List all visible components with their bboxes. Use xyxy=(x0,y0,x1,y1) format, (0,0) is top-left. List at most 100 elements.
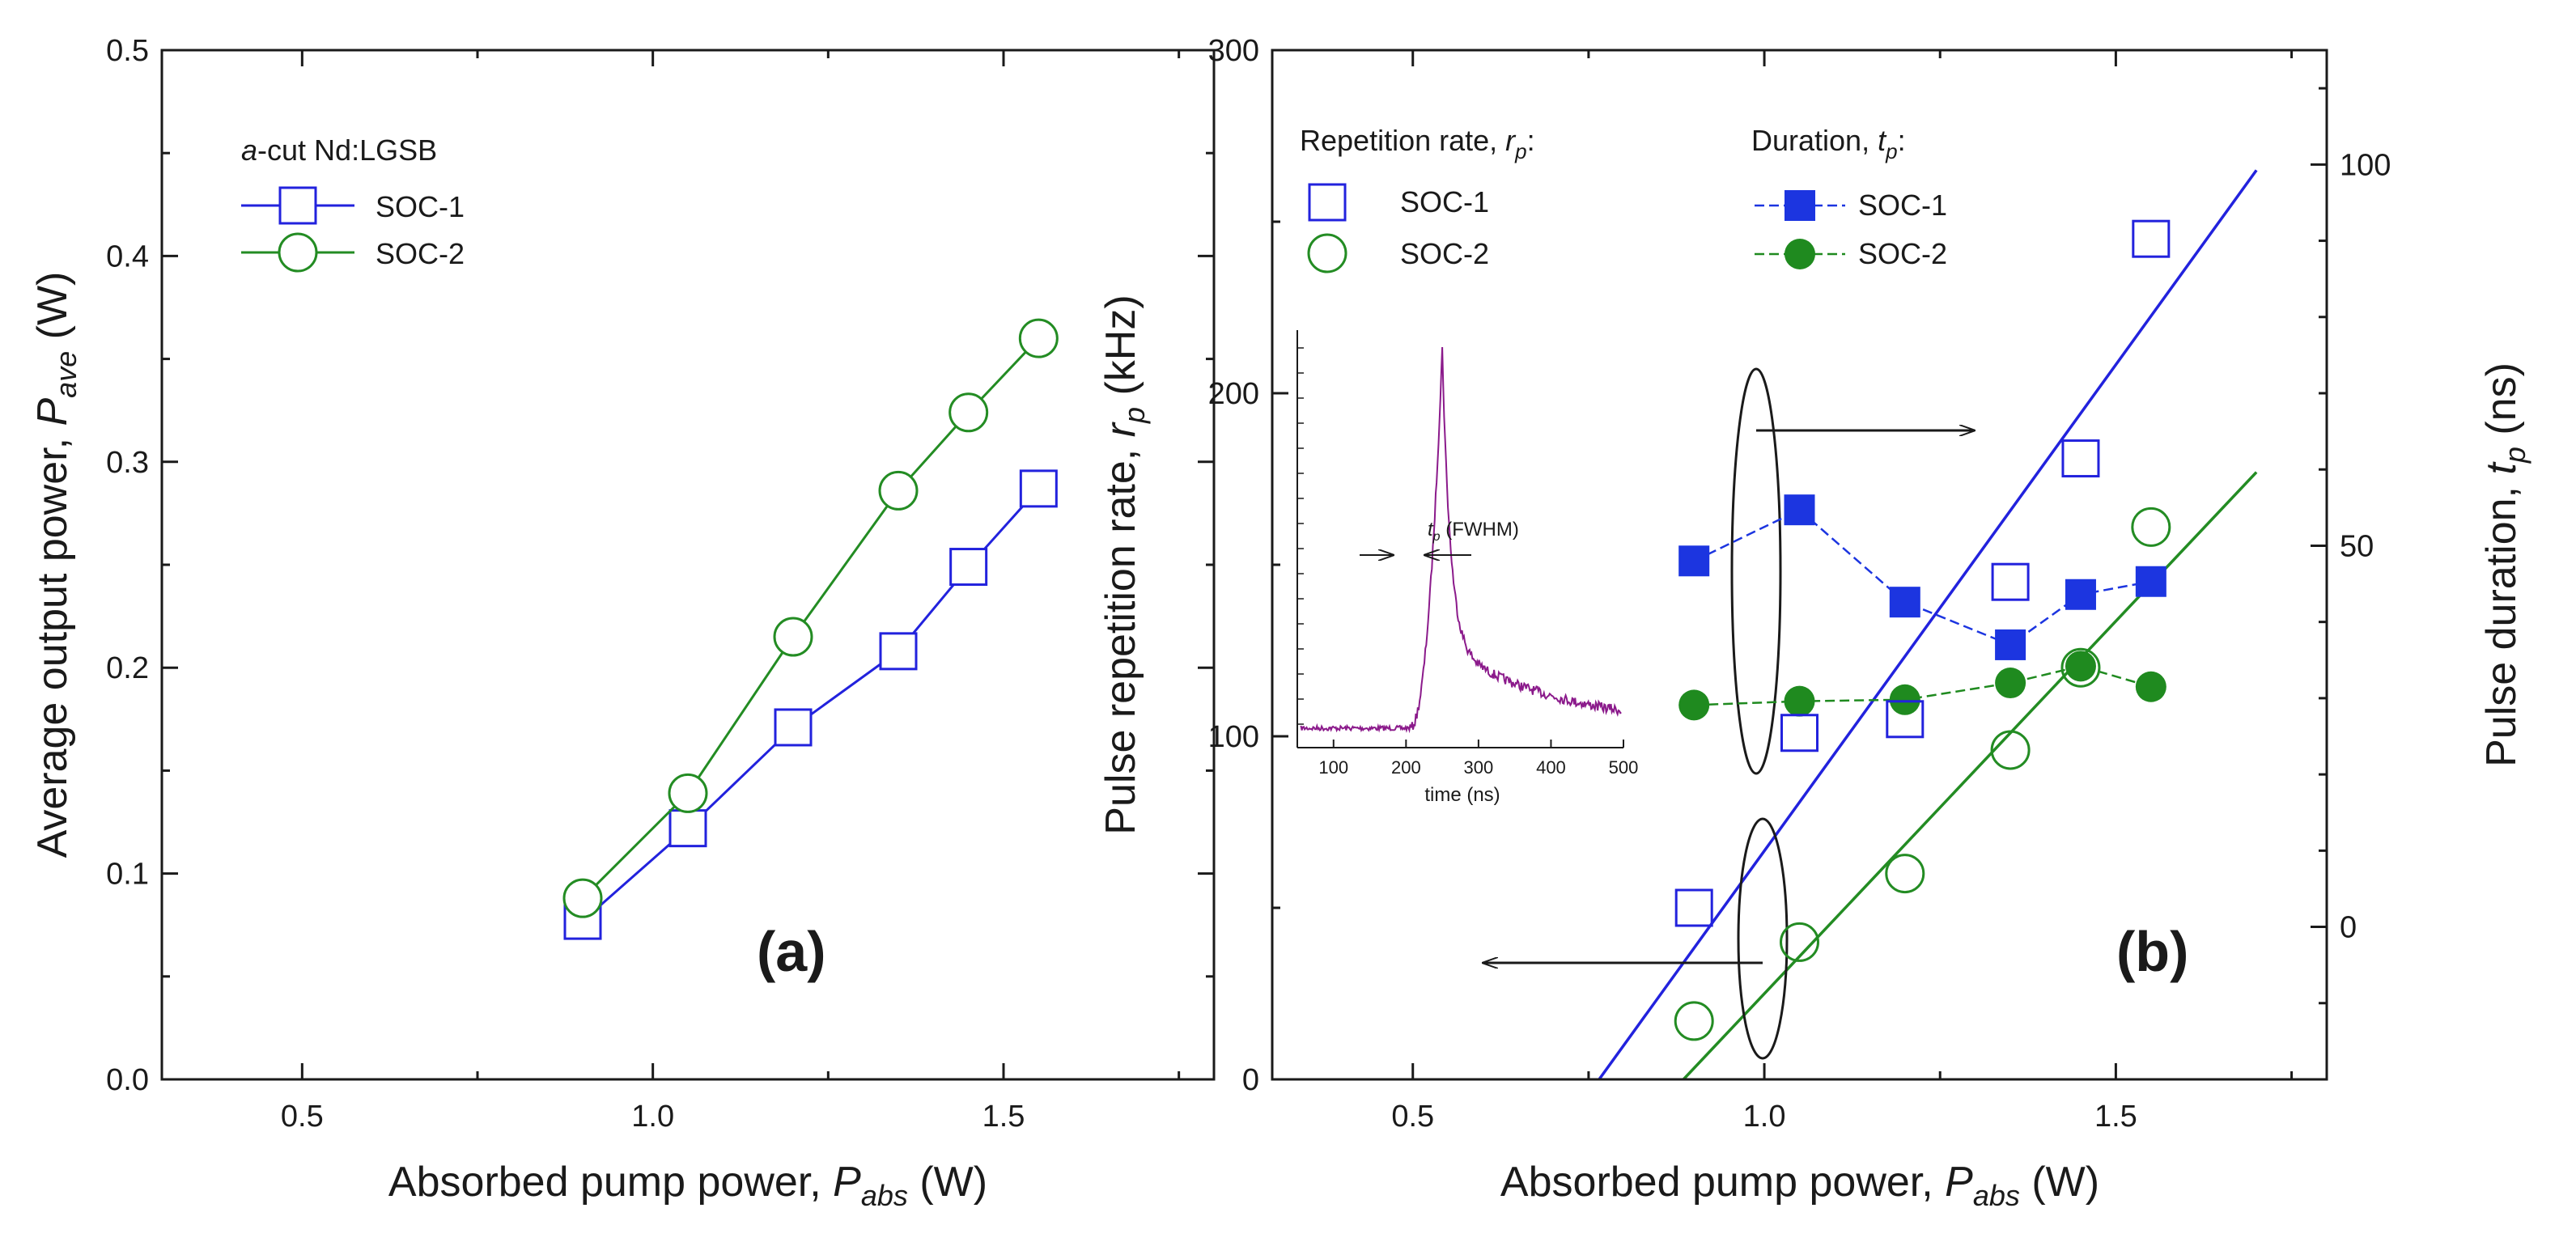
repetition-point-soc-1 xyxy=(1780,714,1818,752)
duration-point-soc-2 xyxy=(2135,671,2166,702)
duration-point-soc-2 xyxy=(2065,651,2096,682)
legend-dur-soc1-label: SOC-1 xyxy=(1858,189,1947,222)
duration-point-soc-1 xyxy=(1995,629,2026,660)
panel-b-x-tick-labels: 0.5 1.0 1.5 xyxy=(1391,1100,2137,1134)
panel-b-x-tick-label: 1.0 xyxy=(1743,1100,1786,1134)
panel-a-point-soc-1 xyxy=(668,809,707,848)
legend-rep-soc1-marker xyxy=(1308,183,1347,222)
panel-a: 0.5 1.0 1.5 0.0 0.1 0.2 0.3 0.4 0.5 a-cu… xyxy=(29,34,1216,1212)
panel-b-x-axis-title: Absorbed pump power, Pabs (W) xyxy=(1500,1159,2099,1212)
panel-a-y-tick-label: 0.4 xyxy=(106,239,149,273)
repetition-point-soc-2 xyxy=(1990,730,2031,770)
panel-b-left-y-tick-label: 0 xyxy=(1242,1063,1259,1097)
repetition-point-soc-2 xyxy=(2060,647,2101,688)
inset-x-tick-label: 400 xyxy=(1536,757,1566,778)
panel-a-point-soc-2 xyxy=(668,773,708,813)
inset-x-tick-label: 200 xyxy=(1391,757,1421,778)
panel-a-x-tick-label: 1.0 xyxy=(631,1100,674,1134)
panel-a-point-soc-2 xyxy=(562,878,603,918)
legend-repetition-title: Repetition rate, rp: xyxy=(1300,124,1535,163)
repetition-point-soc-1 xyxy=(2132,219,2171,258)
panel-a-legend-soc2-label: SOC-2 xyxy=(376,237,465,270)
inset-fwhm-label: tp (FWHM) xyxy=(1428,519,1519,544)
panel-a-point-soc-2 xyxy=(878,470,919,511)
inset-pulse-trace: 100 200 300 400 500 time (ns) tp (FWHM) xyxy=(1292,329,1638,806)
panel-b-frame xyxy=(1271,49,2328,1081)
panel-b-soc-2-fit xyxy=(1682,471,2258,1079)
legend-rep-soc2-label: SOC-2 xyxy=(1400,237,1489,270)
duration-point-soc-2 xyxy=(1784,685,1815,717)
panel-b-legend-duration: Duration, tp: SOC-1 SOC-2 xyxy=(1751,124,1947,270)
duration-point-soc-2 xyxy=(1995,668,2026,699)
panel-a-legend-soc1-label: SOC-1 xyxy=(376,190,465,223)
panel-a-series xyxy=(562,318,1059,940)
panel-a-legend-title: a-cut Nd:LGSB xyxy=(241,134,437,167)
panel-b-left-y-tick-label: 100 xyxy=(1208,720,1259,754)
repetition-point-soc-2 xyxy=(2131,507,2171,547)
legend-dur-soc2-label: SOC-2 xyxy=(1858,237,1947,270)
panel-a-point-soc-2 xyxy=(948,392,989,433)
panel-b-legend-repetition: Repetition rate, rp: SOC-1 SOC-2 xyxy=(1300,124,1535,273)
duration-line-soc-1 xyxy=(1693,508,2152,646)
legend-dur-soc2-marker xyxy=(1785,239,1815,269)
panel-a-x-tick-label: 0.5 xyxy=(281,1100,324,1134)
panel-a-y-tick-label: 0.1 xyxy=(106,858,149,892)
panel-b-right-y-tick-label: 50 xyxy=(2340,529,2374,563)
panel-b-label: (b) xyxy=(2116,920,2188,983)
panel-a-y-tick-label: 0.0 xyxy=(106,1063,149,1097)
panel-b-x-tick-label: 1.5 xyxy=(2094,1100,2137,1134)
panel-b-duration-series xyxy=(1678,494,2166,721)
panel-a-legend: a-cut Nd:LGSB SOC-1 SOC-2 xyxy=(241,134,465,273)
repetition-point-soc-1 xyxy=(2061,439,2100,478)
inset-x-tick-labels: 100 200 300 400 500 xyxy=(1318,757,1638,778)
panel-b-soc-1-fit xyxy=(1598,169,2258,1079)
inset-x-tick-label: 100 xyxy=(1318,757,1348,778)
duration-point-soc-2 xyxy=(1678,689,1710,721)
panel-a-point-soc-1 xyxy=(879,632,918,671)
duration-point-soc-1 xyxy=(2065,579,2096,610)
duration-point-soc-1 xyxy=(2135,566,2166,597)
panel-a-frame xyxy=(160,49,1216,1081)
repetition-point-soc-2 xyxy=(1674,1001,1714,1041)
repetition-point-soc-2 xyxy=(1885,854,1925,894)
panel-b: 0.5 1.0 1.5 0 100 200 300 0 50 100 Repet… xyxy=(1097,34,2531,1212)
legend-duration-title: Duration, tp: xyxy=(1751,124,1906,163)
repetition-point-soc-1 xyxy=(1886,700,1925,739)
inset-ticks xyxy=(1297,347,1624,748)
panel-b-x-tick-label: 0.5 xyxy=(1391,1100,1434,1134)
duration-point-soc-1 xyxy=(1889,587,1920,618)
panel-a-x-axis-title: Absorbed pump power, Pabs (W) xyxy=(388,1159,987,1212)
panel-a-y-tick-labels: 0.0 0.1 0.2 0.3 0.4 0.5 xyxy=(106,34,149,1097)
panel-a-point-soc-1 xyxy=(949,548,988,587)
inset-background xyxy=(1292,329,1623,748)
repetition-point-soc-2 xyxy=(1780,922,1819,962)
legend-rep-soc2-marker xyxy=(1307,233,1347,273)
panel-a-label: (a) xyxy=(757,920,826,983)
duration-point-soc-1 xyxy=(1678,545,1710,577)
repetition-point-soc-1 xyxy=(1991,562,2030,601)
panel-b-left-y-tick-label: 300 xyxy=(1208,34,1259,68)
panel-b-right-y-tick-labels: 0 50 100 xyxy=(2340,148,2391,944)
panel-b-left-y-axis-title: Pulse repetition rate, rp (kHz) xyxy=(1097,295,1151,834)
panel-a-y-tick-label: 0.3 xyxy=(106,446,149,480)
panel-a-x-tick-labels: 0.5 1.0 1.5 xyxy=(281,1100,1025,1134)
repetition-group-ellipse xyxy=(1737,817,1789,1060)
panel-a-point-soc-2 xyxy=(1018,318,1059,358)
inset-x-tick-label: 300 xyxy=(1464,757,1494,778)
panel-b-right-y-tick-label: 0 xyxy=(2340,911,2357,945)
panel-a-point-soc-2 xyxy=(773,617,813,657)
panel-b-axis-annotations xyxy=(1483,367,1975,1060)
panel-b-right-y-axis-title: Pulse duration, tp (ns) xyxy=(2478,362,2531,767)
panel-a-y-axis-title: Average output power, Pave (W) xyxy=(29,272,83,858)
inset-x-tick-label: 500 xyxy=(1609,757,1639,778)
repetition-point-soc-1 xyxy=(1674,888,1713,927)
panel-a-y-tick-label: 0.2 xyxy=(106,651,149,685)
legend-dur-soc1-marker xyxy=(1785,190,1815,221)
legend-rep-soc1-label: SOC-1 xyxy=(1400,185,1489,218)
panel-a-point-soc-1 xyxy=(774,708,813,747)
panel-b-repetition-series xyxy=(1674,219,2171,1041)
panel-a-legend-soc2-marker xyxy=(278,232,318,273)
duration-point-soc-2 xyxy=(1889,684,1920,715)
panel-a-point-soc-1 xyxy=(1019,469,1058,508)
